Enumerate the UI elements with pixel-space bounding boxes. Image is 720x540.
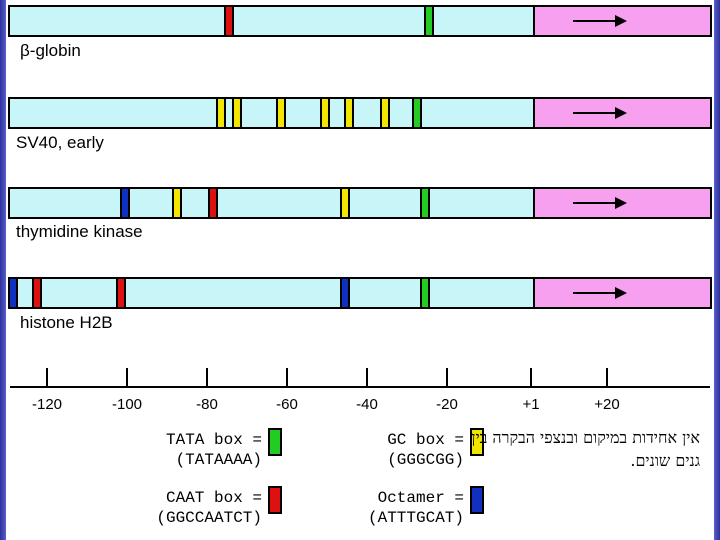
tata-box <box>420 277 430 309</box>
promoter-bar <box>8 97 712 129</box>
axis-tick-label: -120 <box>31 396 63 413</box>
gc-box <box>172 187 182 219</box>
axis-tick <box>366 368 368 386</box>
legend-octamer-swatch <box>470 486 484 514</box>
axis-tick <box>46 368 48 386</box>
axis-tick-label: -40 <box>356 396 378 413</box>
promoter-bar <box>8 5 712 37</box>
transcription-arrow-icon <box>573 15 627 27</box>
axis-tick <box>446 368 448 386</box>
legend-gc-label: GC box = (GGGCGG) <box>387 431 464 469</box>
axis-tick <box>530 368 532 386</box>
gene-label: thymidine kinase <box>16 222 143 241</box>
axis-tick-label: +1 <box>522 396 540 413</box>
transcript-region <box>533 7 710 35</box>
promoter-bar <box>8 187 712 219</box>
caat-box <box>208 187 218 219</box>
transcription-arrow-icon <box>573 287 627 299</box>
gc-box <box>344 97 354 129</box>
transcript-region <box>533 279 710 307</box>
axis-tick-label: +20 <box>594 396 620 413</box>
axis-tick <box>606 368 608 386</box>
legend-tata-label: TATA box = (TATAAAA) <box>165 431 262 469</box>
legend-caat-swatch <box>268 486 282 514</box>
gc-box <box>276 97 286 129</box>
slide: β-globin SV40, early <box>6 0 714 540</box>
gc-box <box>216 97 226 129</box>
legend-octamer-label: Octamer = (ATTTGCAT) <box>367 489 464 527</box>
tata-box <box>420 187 430 219</box>
axis-tick-label: -100 <box>111 396 143 413</box>
caat-box <box>32 277 42 309</box>
transcription-arrow-icon <box>573 107 627 119</box>
axis-tick-label: -80 <box>196 396 218 413</box>
axis-tick <box>126 368 128 386</box>
position-axis <box>10 386 710 388</box>
gc-box <box>380 97 390 129</box>
octamer-box <box>8 277 18 309</box>
tata-box <box>424 5 434 37</box>
octamer-box <box>120 187 130 219</box>
caat-box <box>116 277 126 309</box>
tata-box <box>412 97 422 129</box>
octamer-box <box>340 277 350 309</box>
legend-gc-swatch <box>470 428 484 456</box>
gc-box <box>340 187 350 219</box>
axis-tick <box>206 368 208 386</box>
transcript-region <box>533 189 710 217</box>
gc-box <box>320 97 330 129</box>
gene-label: β-globin <box>20 41 81 60</box>
axis-tick-label: -20 <box>436 396 458 413</box>
gene-label: histone H2B <box>20 313 113 332</box>
gc-box <box>232 97 242 129</box>
caat-box <box>224 5 234 37</box>
hebrew-note: אין אחידות במיקום ובנצפי הבקרה בין גנים … <box>471 428 700 470</box>
transcription-arrow-icon <box>573 197 627 209</box>
legend-tata-swatch <box>268 428 282 456</box>
axis-tick <box>286 368 288 386</box>
transcript-region <box>533 99 710 127</box>
axis-tick-label: -60 <box>276 396 298 413</box>
gene-label: SV40, early <box>16 133 104 152</box>
promoter-bar <box>8 277 712 309</box>
legend-caat-label: CAAT box = (GGCCAATCT) <box>156 489 262 527</box>
